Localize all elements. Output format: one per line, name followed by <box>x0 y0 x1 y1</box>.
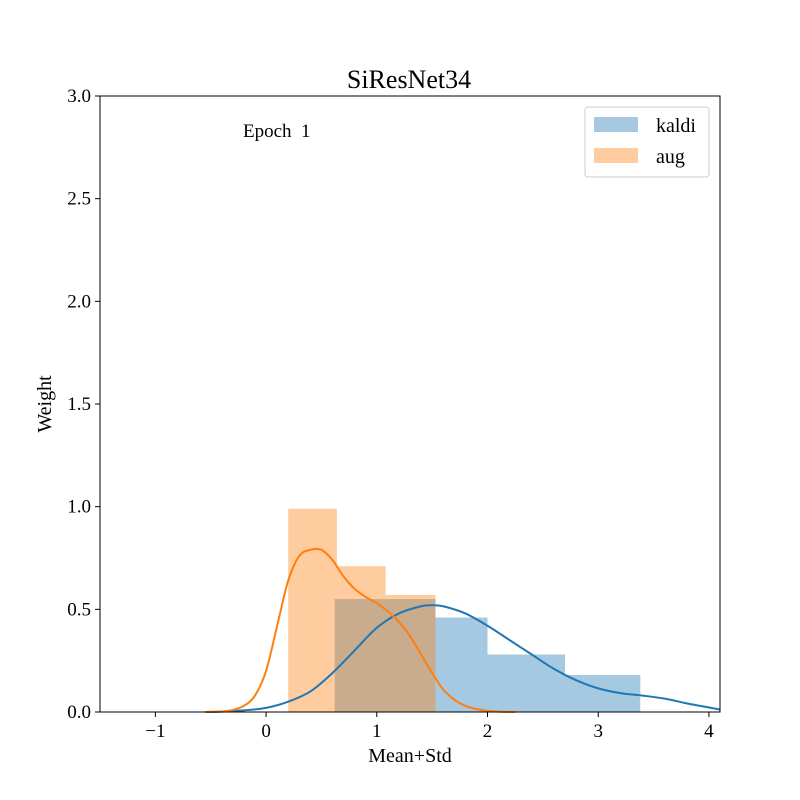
y-tick-label-4: 2.0 <box>67 291 91 312</box>
x-tick-label-5: 4 <box>704 721 714 742</box>
kde-line-aug <box>205 547 516 713</box>
x-tick-label-3: 2 <box>483 721 493 742</box>
x-tick-label-2: 1 <box>372 721 382 742</box>
legend-box <box>584 106 710 178</box>
x-tick-label-0: −1 <box>145 721 165 742</box>
hist-bar-kaldi-1 <box>435 617 488 712</box>
x-axis: −1 0 1 2 3 4 <box>145 712 714 742</box>
hist-bar-kaldi-2 <box>487 654 565 712</box>
hist-bar-aug-1 <box>336 566 386 712</box>
x-tick-label-1: 0 <box>261 721 271 742</box>
x-tick-label-4: 3 <box>593 721 603 742</box>
y-tick-label-0: 0.0 <box>67 702 91 723</box>
plot-area <box>205 508 721 713</box>
kde-line-kaldi <box>205 604 721 713</box>
x-axis-label: Mean+Std <box>368 745 452 767</box>
y-tick-label-6: 3.0 <box>67 86 91 107</box>
legend-swatch-aug <box>594 148 638 163</box>
hist-bar-aug-0 <box>288 508 337 712</box>
y-axis-label: Weight <box>34 375 56 433</box>
y-axis: 0.0 0.5 1.0 1.5 2.0 2.5 3.0 <box>67 86 100 723</box>
legend-label-aug: aug <box>656 146 685 168</box>
hist-bar-kaldi-0 <box>334 599 436 712</box>
y-tick-label-2: 1.0 <box>67 497 91 518</box>
y-tick-label-5: 2.5 <box>67 189 91 210</box>
y-tick-label-1: 0.5 <box>67 599 91 620</box>
y-tick-label-3: 1.5 <box>67 394 91 415</box>
legend: kaldi aug <box>584 106 710 178</box>
epoch-annotation: Epoch 1 <box>243 121 311 142</box>
legend-swatch-kaldi <box>594 117 638 132</box>
chart-title: SiResNet34 <box>347 65 471 94</box>
hist-bar-aug-2 <box>385 594 436 712</box>
legend-label-kaldi: kaldi <box>656 115 696 137</box>
